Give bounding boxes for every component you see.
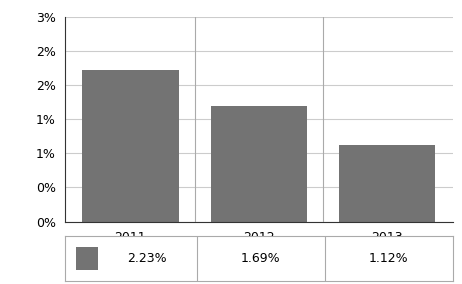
Bar [211,106,307,222]
Text: 2.23%: 2.23% [128,252,167,265]
Bar [82,70,178,222]
Text: 1.12%: 1.12% [369,252,408,265]
Text: 1.69%: 1.69% [241,252,280,265]
Bar [76,247,97,270]
Bar [339,145,435,222]
